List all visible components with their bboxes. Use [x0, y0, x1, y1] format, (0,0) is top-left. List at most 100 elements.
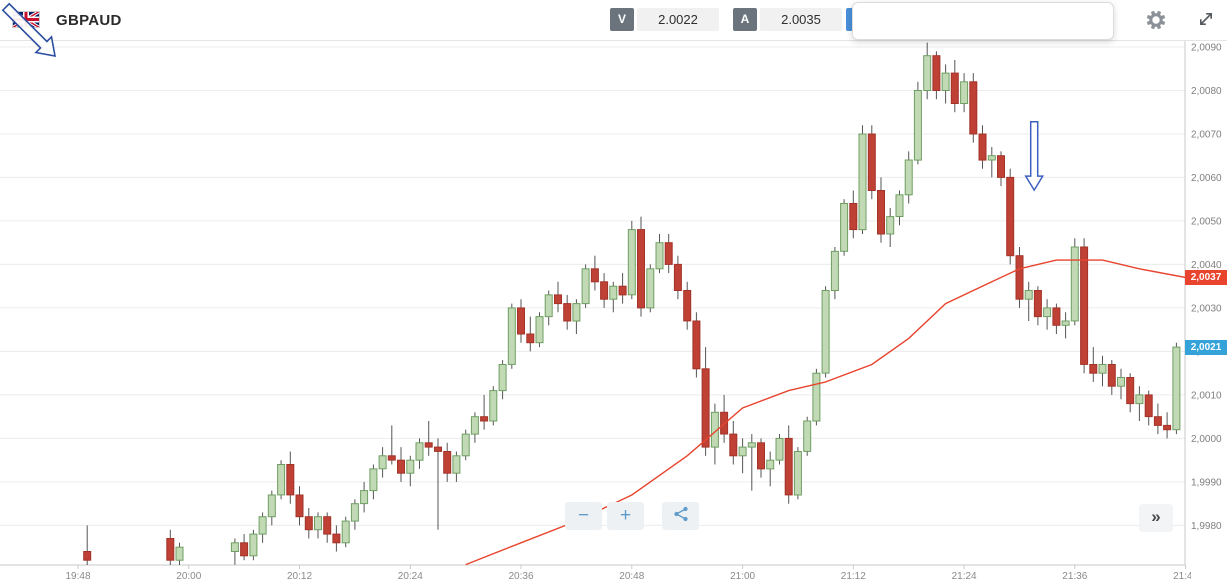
- candle: [803, 420, 812, 452]
- share-button[interactable]: [662, 502, 699, 530]
- chart-area: 2,0090 2,0080 2,0070 2,0060 2,0050 2,0040 2,00…: [0, 40, 1227, 585]
- buy-price[interactable]: 2.0035: [760, 8, 842, 31]
- candle: [757, 442, 765, 470]
- settings-button[interactable]: [1142, 6, 1170, 34]
- candle: [434, 446, 442, 452]
- svg-text:2,0040: 2,0040: [1191, 260, 1222, 271]
- candle: [664, 242, 673, 265]
- candle: [913, 90, 922, 161]
- candle: [415, 442, 424, 461]
- more-button[interactable]: »: [1139, 504, 1173, 532]
- candle: [240, 542, 249, 557]
- candle: [498, 364, 507, 392]
- sell-badge[interactable]: V: [610, 8, 634, 31]
- candle: [877, 190, 885, 235]
- candle: [230, 542, 239, 552]
- candle: [341, 520, 350, 544]
- candle: [812, 372, 821, 422]
- candle: [397, 459, 405, 474]
- candle: [1098, 364, 1107, 374]
- candle: [314, 516, 322, 531]
- candle: [517, 307, 525, 335]
- candle: [960, 81, 969, 104]
- resize-button[interactable]: [1196, 9, 1218, 31]
- candle: [673, 263, 682, 291]
- candle: [775, 437, 784, 461]
- candle: [470, 416, 479, 435]
- candle: [729, 433, 738, 457]
- svg-text:21:36: 21:36: [1062, 571, 1087, 582]
- sell-price[interactable]: 2.0022: [637, 8, 719, 31]
- popup-panel: [852, 2, 1114, 40]
- candle: [480, 416, 489, 422]
- svg-text:20:24: 20:24: [398, 571, 423, 582]
- svg-text:2,0070: 2,0070: [1191, 130, 1222, 141]
- candle: [1144, 394, 1153, 418]
- last-price-badge: 2,0021: [1185, 340, 1227, 355]
- candle: [1153, 416, 1162, 426]
- candle: [350, 503, 359, 522]
- candle: [1052, 307, 1061, 326]
- candle: [793, 451, 802, 496]
- candle: [692, 320, 701, 370]
- candle: [563, 303, 572, 322]
- candle: [258, 516, 267, 535]
- candle: [784, 437, 793, 496]
- candle: [277, 464, 286, 496]
- svg-text:21:24: 21:24: [952, 571, 977, 582]
- candle: [895, 194, 904, 218]
- svg-text:19:48: 19:48: [65, 571, 90, 582]
- svg-text:2,0030: 2,0030: [1191, 303, 1222, 314]
- gear-icon: [1146, 10, 1166, 30]
- candlestick-chart[interactable]: 2,00902,00802,00702,00602,00502,00402,00…: [0, 40, 1227, 585]
- candle: [637, 229, 645, 309]
- candle: [766, 459, 775, 470]
- candle: [443, 451, 452, 474]
- candle: [378, 455, 387, 470]
- candle: [1043, 307, 1052, 318]
- candle: [840, 203, 849, 252]
- candle: [1172, 346, 1181, 431]
- zoom-in-button[interactable]: +: [607, 502, 644, 530]
- candle: [590, 268, 599, 283]
- candle: [821, 290, 830, 374]
- candle: [332, 533, 341, 544]
- candle: [489, 390, 498, 422]
- candle: [987, 155, 996, 161]
- candle: [83, 551, 92, 561]
- candle: [267, 494, 276, 518]
- candle: [738, 446, 747, 457]
- candle: [166, 538, 175, 561]
- svg-text:2,0000: 2,0000: [1191, 434, 1222, 445]
- svg-text:2,0080: 2,0080: [1191, 86, 1222, 97]
- candle: [1107, 364, 1116, 387]
- candle: [858, 133, 867, 231]
- symbol-title: GBPAUD: [56, 12, 122, 29]
- svg-text:20:00: 20:00: [176, 571, 201, 582]
- candle: [950, 72, 959, 104]
- candle: [360, 490, 369, 505]
- candle: [1024, 290, 1033, 300]
- candle: [369, 468, 378, 492]
- collapse-icon: [1200, 13, 1212, 25]
- candle: [572, 303, 581, 322]
- buy-badge[interactable]: A: [733, 8, 757, 31]
- svg-text:1,9980: 1,9980: [1191, 521, 1222, 532]
- candle: [600, 281, 609, 300]
- zoom-out-button[interactable]: −: [565, 502, 602, 530]
- candle: [1015, 255, 1024, 300]
- chart-header: GBPAUD V 2.0022 A 2.0035: [0, 0, 1227, 41]
- gbpaud-flag-icon: [11, 9, 41, 30]
- plot-layer: [83, 42, 1185, 565]
- down-arrow-annotation[interactable]: [1024, 121, 1045, 192]
- y-axis-labels: 2,0090 2,0080 2,0070 2,0060 2,0050 2,0040 2,00…: [1191, 43, 1222, 532]
- candle: [904, 159, 913, 196]
- candle: [323, 516, 332, 535]
- candle: [175, 546, 184, 561]
- candle: [655, 242, 664, 270]
- candle: [452, 455, 461, 474]
- svg-text:20:12: 20:12: [287, 571, 312, 582]
- candle: [627, 229, 636, 296]
- svg-text:2,0050: 2,0050: [1191, 216, 1222, 227]
